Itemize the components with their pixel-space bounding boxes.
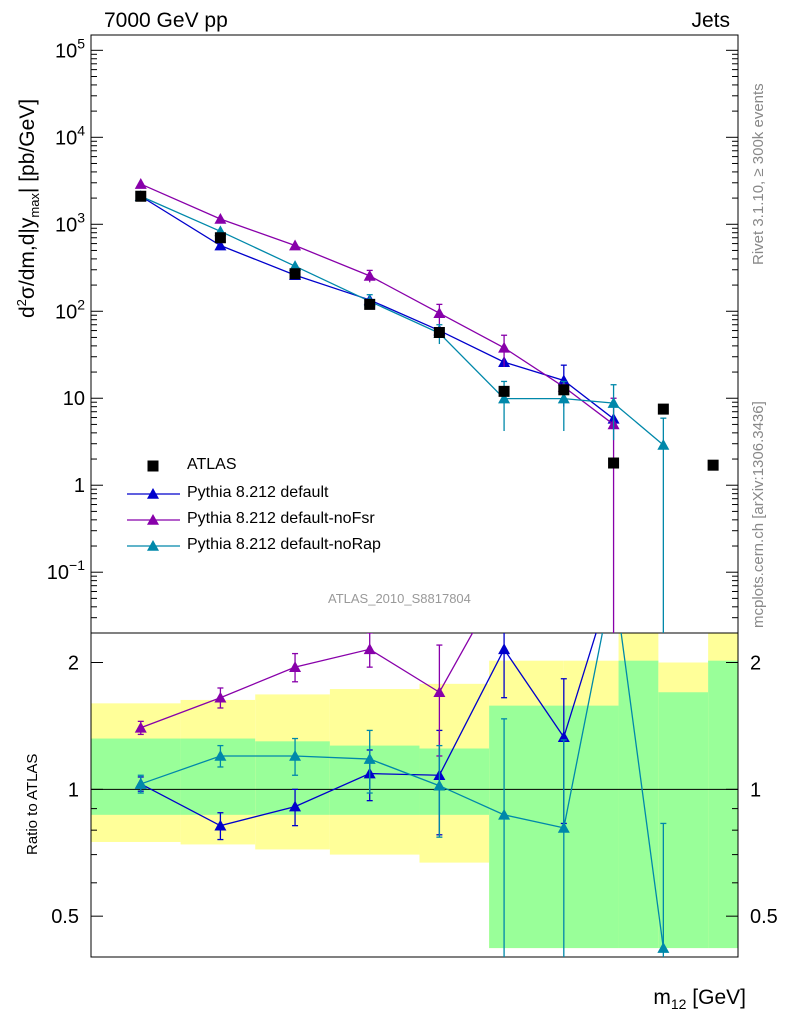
data-point-atlas: [657, 403, 669, 415]
data-point-atlas: [558, 384, 570, 396]
y-tick-label: 10−1: [47, 557, 85, 584]
legend-marker-default: [147, 488, 159, 499]
band-inner-bin: [329, 745, 420, 815]
x-axis-label: m12 [GeV]: [653, 986, 746, 1012]
legend-label-norap: Pythia 8.212 default-noRap: [187, 536, 381, 553]
ratio-marker-noRap: [289, 749, 302, 761]
ylabel-part2: σ/dm,d|y: [16, 217, 39, 300]
marker-noRap: [498, 392, 511, 404]
y-tick-label: 104: [55, 122, 85, 149]
y-tick-label: 103: [55, 209, 85, 236]
marker-noRap: [657, 439, 670, 450]
header-left: 7000 GeV pp: [104, 9, 228, 32]
marker-noFsr: [498, 341, 511, 353]
legend-markers: [127, 460, 180, 551]
ylabel-part3: | [pb/GeV]: [16, 98, 39, 194]
ratio-marker-default: [214, 819, 227, 831]
ratio-marker-noRap: [433, 779, 446, 791]
ylabel-sup: 2: [14, 299, 29, 307]
rivet-label: Rivet 3.1.10, ≥ 300k events: [750, 83, 767, 265]
band-inner-bin: [708, 660, 738, 949]
data-point-atlas: [608, 457, 620, 469]
legend-label-atlas: ATLAS: [187, 456, 237, 473]
legend-label-nofsr: Pythia 8.212 default-noFsr: [187, 510, 375, 527]
series-line-noFsr: [140, 183, 614, 425]
marker-noFsr: [363, 269, 376, 281]
ratio-marker-noFsr: [498, 571, 510, 582]
ratio-marker-noRap: [214, 749, 227, 761]
main-series: [134, 178, 719, 633]
ratio-marker-default: [557, 731, 570, 742]
ratio-frame: [90, 632, 739, 958]
reference-label: ATLAS_2010_S8817804: [328, 591, 471, 606]
legend-label-default: Pythia 8.212 default: [187, 484, 329, 501]
ylabel-sub: max: [27, 193, 43, 218]
band-inner-bin: [563, 705, 619, 949]
ratio-tick-label-left: 2: [68, 653, 79, 675]
data-point-atlas: [433, 326, 445, 338]
marker-noRap: [607, 397, 620, 408]
band-inner-bin: [658, 692, 709, 949]
y-axis-label: d2σ/dm,d|ymax| [pb/GeV]: [14, 99, 42, 318]
data-point-atlas: [707, 459, 719, 471]
marker-noFsr: [134, 178, 147, 189]
y-tick-label: 1: [74, 475, 85, 497]
marker-default: [214, 239, 227, 251]
main-y-ticks: [91, 49, 738, 634]
ratio-tick-label-right: 0.5: [750, 906, 778, 928]
ratio-marker-noRap: [657, 942, 670, 953]
header-right: Jets: [691, 9, 730, 32]
ratio-marker-noRap: [134, 777, 147, 789]
band-inner-bin: [180, 738, 256, 815]
ratio-line-default: [140, 633, 597, 827]
ratio-tick-label-left: 1: [68, 779, 79, 801]
marker-noRap: [557, 392, 570, 404]
data-point-atlas: [498, 385, 510, 397]
ratio-marker-noFsr: [214, 691, 227, 703]
legend-marker-atlas: [147, 460, 159, 472]
marker-noFsr: [433, 307, 446, 318]
series-line-default: [140, 195, 614, 420]
ratio-marker-noFsr: [289, 661, 302, 672]
y-tick-label: 10: [63, 388, 85, 410]
ratio-marker-noFsr: [134, 721, 147, 733]
ratio-marker-noRap: [498, 808, 511, 820]
legend-marker-noRap: [147, 540, 159, 551]
legend-marker-noFsr: [147, 514, 159, 525]
xlabel-unit: [GeV]: [686, 986, 746, 1009]
ratio-marker-noRap: [363, 753, 376, 764]
y-tick-label: 105: [55, 35, 85, 62]
marker-default: [557, 374, 570, 386]
ratio-marker-noFsr: [433, 686, 446, 698]
ratio-y-axis-label: Ratio to ATLAS: [24, 753, 41, 855]
data-point-atlas: [135, 190, 147, 202]
ratio-marker-noRap: [557, 821, 570, 833]
ratio-y-ticks: [91, 662, 738, 917]
band-inner-bin: [618, 660, 659, 949]
ratio-marker-default: [498, 643, 511, 655]
ratio-tick-label-right: 2: [750, 653, 761, 675]
band-inner-bin: [255, 741, 330, 815]
marker-noFsr: [214, 212, 227, 224]
band-inner-bin: [419, 748, 490, 815]
ylabel-part1: d: [16, 306, 39, 318]
ratio-bands: [91, 633, 738, 949]
band-inner-bin: [91, 738, 181, 815]
ratio-marker-noFsr: [363, 643, 376, 655]
marker-noFsr: [289, 239, 302, 251]
data-point-atlas: [289, 268, 301, 280]
ratio-tick-label-right: 1: [750, 779, 761, 801]
y-tick-label: 102: [55, 296, 85, 323]
ratio-marker-default: [289, 800, 302, 812]
mcplots-label: mcplots.cern.ch [arXiv:1306.3436]: [750, 401, 767, 628]
ratio-series: [134, 571, 670, 957]
xlabel-main: m: [653, 986, 671, 1009]
ratio-tick-label-left: 0.5: [51, 906, 79, 928]
data-point-atlas: [364, 298, 376, 310]
data-point-atlas: [214, 232, 226, 244]
band-inner-bin: [489, 705, 564, 949]
xlabel-sub: 12: [670, 996, 687, 1013]
